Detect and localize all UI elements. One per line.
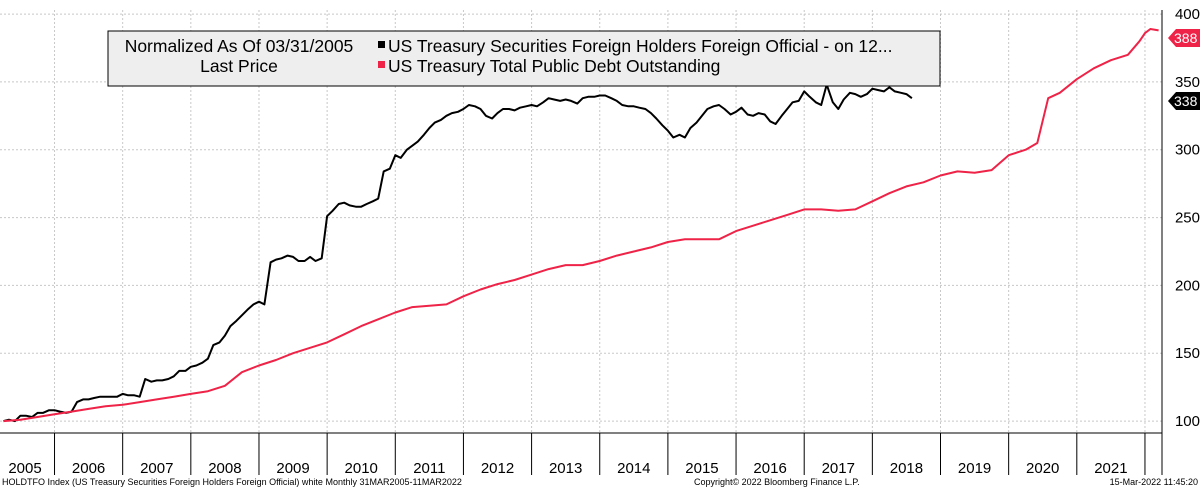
x-tick-2010: 2010: [345, 460, 378, 477]
series-line-public-debt: [3, 28, 1159, 423]
legend-label-public-debt: US Treasury Total Public Debt Outstandin…: [388, 56, 720, 76]
legend-label-foreign-official: US Treasury Securities Foreign Holders F…: [388, 36, 892, 56]
last-value-badge-foreign-official: [1168, 92, 1200, 110]
last-value-badges: 388 338: [1168, 29, 1200, 110]
x-tick-2006: 2006: [72, 460, 105, 477]
x-tick-2009: 2009: [276, 460, 309, 477]
x-tick-2018: 2018: [890, 460, 923, 477]
x-tick-2015: 2015: [685, 460, 718, 477]
legend-swatch-public-debt: [378, 61, 385, 68]
x-tick-2007: 2007: [140, 460, 173, 477]
legend-header-line2: Last Price: [200, 56, 278, 76]
x-tick-2008: 2008: [208, 460, 241, 477]
y-tick-400: 400: [1175, 6, 1200, 23]
y-tick-100: 100: [1175, 413, 1200, 430]
x-tick-2005: 2005: [8, 460, 41, 477]
x-tick-2016: 2016: [753, 460, 786, 477]
y-tick-200: 200: [1175, 277, 1200, 294]
y-tick-150: 150: [1175, 345, 1200, 362]
x-axis: 2005 2006 2007 2008 2009 2010 2011 2012 2013 2014…: [0, 10, 1163, 477]
y-tick-250: 250: [1175, 210, 1200, 227]
legend-box: [107, 30, 941, 87]
last-value-public-debt: 388: [1174, 30, 1198, 46]
series-layer: [3, 28, 1159, 423]
footer-timestamp: 15-Mar-2022 11:45:20: [1110, 477, 1198, 487]
x-tick-2021: 2021: [1094, 460, 1127, 477]
legend-swatch-foreign-official: [378, 41, 385, 48]
footer: HOLDTFO Index (US Treasury Securities Fo…: [2, 477, 1198, 487]
last-value-foreign-official: 338: [1174, 93, 1198, 109]
footer-source: HOLDTFO Index (US Treasury Securities Fo…: [2, 477, 462, 487]
series-line-foreign-official: [3, 83, 913, 423]
y-tick-350: 350: [1175, 74, 1200, 91]
legend-header-line1: Normalized As Of 03/31/2005: [125, 36, 354, 56]
x-tick-2020: 2020: [1026, 460, 1059, 477]
footer-copyright: Copyright© 2022 Bloomberg Finance L.P.: [694, 477, 860, 487]
legend: Normalized As Of 03/31/2005 Last Price U…: [107, 30, 941, 87]
last-value-badge-public-debt: [1168, 29, 1200, 47]
y-axis: 100 150 200 250 300 350 400: [1175, 6, 1200, 430]
x-tick-2014: 2014: [617, 460, 650, 477]
x-tick-2012: 2012: [481, 460, 514, 477]
x-tick-2019: 2019: [958, 460, 991, 477]
x-tick-2011: 2011: [413, 460, 445, 477]
y-tick-300: 300: [1175, 142, 1200, 159]
x-tick-2017: 2017: [822, 460, 855, 477]
x-tick-2013: 2013: [549, 460, 582, 477]
